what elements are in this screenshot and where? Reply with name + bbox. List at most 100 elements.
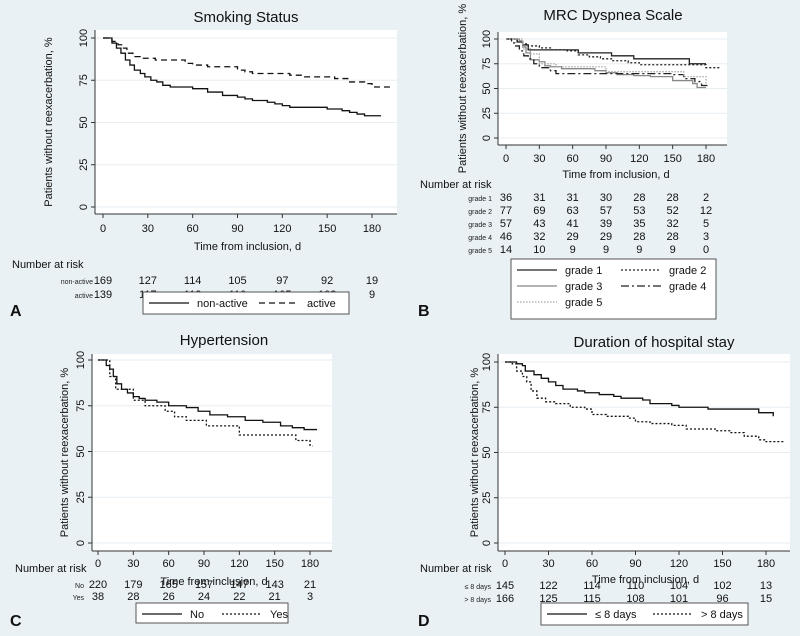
risk-cell: 3 (703, 231, 709, 243)
risk-cell: 101 (670, 593, 688, 605)
series-line-grade-3 (506, 38, 706, 89)
risk-cell: 53 (633, 205, 645, 217)
risk-cell: 122 (539, 580, 557, 592)
chart-title: MRC Dyspnea Scale (543, 7, 682, 24)
legend-label: non-active (197, 298, 248, 310)
x-tick-label: 150 (713, 558, 731, 570)
x-tick-label: 60 (586, 558, 598, 570)
y-tick-label: 75 (75, 400, 87, 412)
x-tick-label: 30 (127, 558, 139, 570)
x-tick-label: 0 (502, 558, 508, 570)
x-tick-label: 0 (95, 558, 101, 570)
x-axis-label: Time from inclusion, d (160, 576, 267, 588)
y-axis-label: Patients without reexacerbation, % (469, 368, 481, 538)
y-tick-label: 100 (481, 30, 493, 48)
y-axis-label: Patients without reexacerbation, % (457, 4, 469, 174)
legend-label: grade 4 (669, 281, 706, 293)
risk-cell: 28 (667, 231, 679, 243)
risk-row-label: grade 5 (468, 248, 492, 255)
series-line--8-days (505, 361, 785, 444)
risk-cell: 57 (600, 205, 612, 217)
risk-cell: 39 (600, 218, 612, 230)
series-line-grade-2 (506, 38, 720, 69)
risk-cell: 125 (539, 593, 557, 605)
risk-cell: 114 (184, 275, 202, 287)
x-tick-label: 0 (100, 223, 106, 235)
x-axis-label: Time from inclusion, d (194, 241, 301, 253)
risk-cell: 9 (603, 244, 609, 256)
risk-cell: 36 (500, 192, 512, 204)
series-line-active (103, 37, 390, 88)
risk-cell: 19 (366, 275, 378, 287)
legend-label: grade 5 (565, 297, 602, 309)
risk-cell: 46 (500, 231, 512, 243)
risk-cell: 14 (500, 244, 512, 256)
risk-cell: 0 (703, 244, 709, 256)
risk-cell: 145 (496, 580, 514, 592)
x-tick-label: 60 (567, 153, 579, 165)
x-axis-label: Time from inclusion, d (592, 574, 699, 586)
risk-cell: 31 (533, 192, 545, 204)
risk-row-label: grade 2 (468, 209, 492, 216)
risk-cell: 97 (276, 275, 288, 287)
series-line-grade-4 (506, 38, 709, 88)
risk-cell: 9 (636, 244, 642, 256)
x-tick-label: 60 (163, 558, 175, 570)
chart-title: Hypertension (180, 332, 268, 349)
risk-cell: 104 (670, 580, 688, 592)
y-tick-label: 0 (481, 540, 493, 546)
risk-row-label: non-active (61, 279, 93, 286)
risk-cell: 143 (265, 579, 283, 591)
x-tick-label: 90 (231, 223, 243, 235)
legend-box (510, 258, 717, 320)
risk-cell: 28 (633, 192, 645, 204)
risk-row-label: > 8 days (464, 597, 491, 604)
risk-cell: 157 (195, 579, 213, 591)
panel-d: Duration of hospital stay 0 25 50 75 100 0 30 60… (418, 334, 790, 630)
series-line-non-active (103, 37, 381, 117)
risk-cell: 166 (496, 593, 514, 605)
risk-cell: 63 (567, 205, 579, 217)
risk-row-label: No (75, 583, 84, 590)
risk-cell: 5 (703, 218, 709, 230)
risk-cell: 115 (583, 593, 601, 605)
risk-row-label: grade 3 (468, 222, 492, 229)
risk-cell: 3 (307, 591, 313, 603)
risk-cell: 13 (760, 580, 772, 592)
series-line-no (98, 359, 318, 431)
legend-label: > 8 days (701, 609, 743, 621)
risk-cell: 169 (94, 275, 112, 287)
risk-cell: 139 (94, 289, 112, 301)
risk-cell: 41 (567, 218, 579, 230)
risk-cell: 29 (600, 231, 612, 243)
risk-cell: 9 (570, 244, 576, 256)
chart-title: Duration of hospital stay (574, 334, 735, 351)
risk-cell: 35 (633, 218, 645, 230)
risk-cell: 28 (667, 192, 679, 204)
risk-cell: 220 (89, 579, 107, 591)
panel-letter: B (418, 303, 430, 320)
y-tick-label: 100 (78, 29, 90, 47)
risk-table-header: Number at risk (12, 259, 84, 271)
x-tick-label: 30 (542, 558, 554, 570)
risk-cell: 69 (533, 205, 545, 217)
x-tick-label: 0 (503, 153, 509, 165)
y-tick-label: 75 (481, 58, 493, 70)
x-tick-label: 90 (198, 558, 210, 570)
risk-cell: 28 (633, 231, 645, 243)
risk-cell: 21 (269, 591, 281, 603)
risk-cell: 38 (92, 591, 104, 603)
risk-cell: 43 (533, 218, 545, 230)
legend-box (540, 602, 749, 626)
panel-letter: A (10, 303, 22, 320)
risk-cell: 29 (567, 231, 579, 243)
legend-label: No (190, 609, 204, 621)
risk-cell: 30 (600, 192, 612, 204)
y-tick-label: 100 (481, 353, 493, 371)
risk-cell: 114 (583, 580, 601, 592)
risk-cell: 32 (533, 231, 545, 243)
risk-row-label: grade 4 (468, 235, 492, 242)
x-tick-label: 150 (318, 223, 336, 235)
x-tick-label: 120 (630, 153, 648, 165)
